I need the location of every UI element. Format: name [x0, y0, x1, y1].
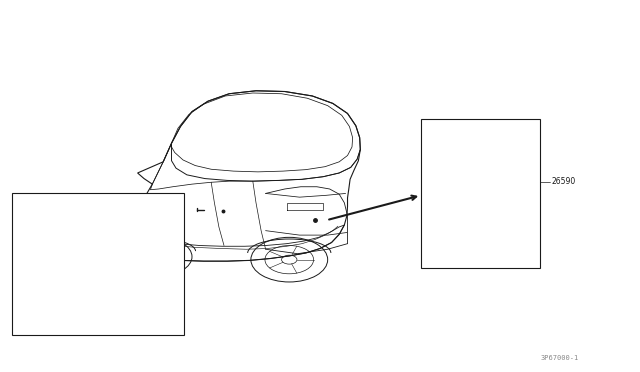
- Bar: [12, 193, 184, 335]
- Text: 26420N: 26420N: [26, 207, 56, 216]
- Text: 26590: 26590: [551, 177, 575, 186]
- Text: 26590EA: 26590EA: [55, 306, 90, 315]
- Bar: [421, 119, 540, 268]
- Text: 26590E: 26590E: [465, 226, 493, 235]
- Text: 3P67000-1: 3P67000-1: [541, 355, 579, 361]
